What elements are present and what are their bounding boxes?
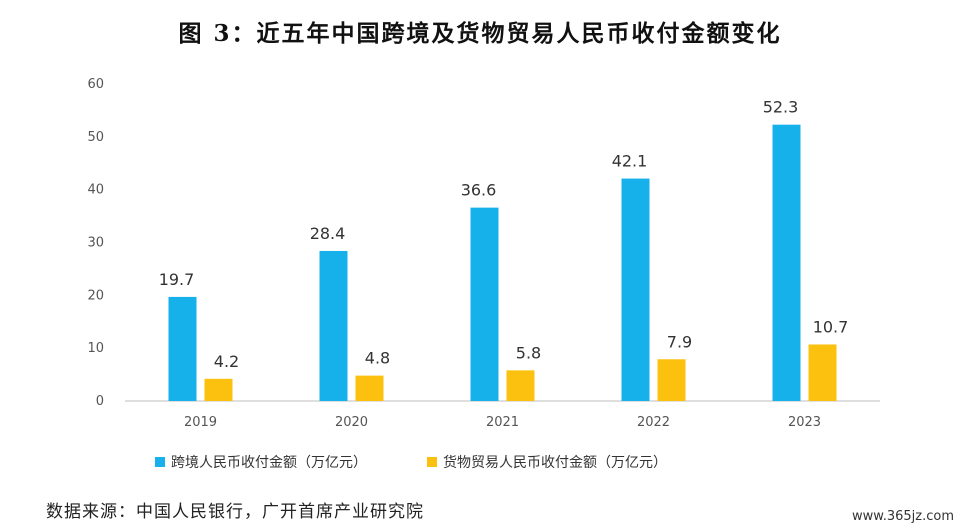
legend-item-series2: 货物贸易人民币收付金额（万亿元） [427,452,667,472]
x-tick-label: 2021 [486,415,519,430]
data-label: 52.3 [763,98,799,117]
x-tick-label: 2022 [637,415,670,430]
bar-crossborder [319,250,348,401]
y-tick-label: 20 [87,288,104,303]
legend-label-series2: 货物贸易人民币收付金额（万亿元） [443,455,667,471]
bar-goods-trade [204,378,233,401]
bar-crossborder [621,178,650,401]
bar-goods-trade [808,344,837,401]
bar-goods-trade [355,375,384,401]
legend-label-series1: 跨境人民币收付金额（万亿元） [171,455,367,471]
y-tick-label: 30 [87,236,104,251]
data-label: 5.8 [516,343,541,362]
x-axis: 2019 2020 2021 2022 2023 [125,400,880,430]
bars [168,124,837,401]
legend-item-series1: 跨境人民币收付金额（万亿元） [155,452,367,472]
source-note: 数据来源：中国人民银行，广开首席产业研究院 [46,502,424,522]
legend-swatch-series1 [155,457,165,467]
bar-goods-trade [506,370,535,401]
y-axis: 0 10 20 30 40 50 60 [87,77,104,409]
data-label: 28.4 [310,224,346,243]
data-label: 10.7 [813,317,849,336]
y-tick-label: 10 [87,341,104,356]
bar-goods-trade [657,359,686,401]
bar-chart: 0 10 20 30 40 50 60 2019 2020 2021 2022 2023 19.7 4… [87,77,880,430]
y-tick-label: 0 [96,394,104,409]
y-tick-label: 40 [87,183,104,198]
data-label: 4.8 [365,349,390,368]
legend: 跨境人民币收付金额（万亿元） 货物贸易人民币收付金额（万亿元） [155,452,667,472]
x-tick-label: 2023 [788,415,821,430]
data-label: 7.9 [667,332,692,351]
bar-crossborder [470,207,499,401]
bar-crossborder [772,124,801,401]
data-labels: 19.7 4.2 28.4 4.8 36.6 5.8 42.1 7.9 52.3 10.7 [159,98,849,371]
y-tick-label: 50 [87,130,104,145]
chart-title: 图 3：近五年中国跨境及货物贸易人民币收付金额变化 [178,20,782,47]
data-label: 42.1 [612,152,648,171]
bar-crossborder [168,296,197,401]
data-label: 4.2 [214,352,239,371]
x-tick-label: 2020 [335,415,368,430]
x-tick-label: 2019 [184,415,217,430]
watermark: www.365jz.com [852,509,954,524]
data-label: 19.7 [159,270,195,289]
y-tick-label: 60 [87,77,104,92]
legend-swatch-series2 [427,457,437,467]
data-label: 36.6 [461,181,497,200]
